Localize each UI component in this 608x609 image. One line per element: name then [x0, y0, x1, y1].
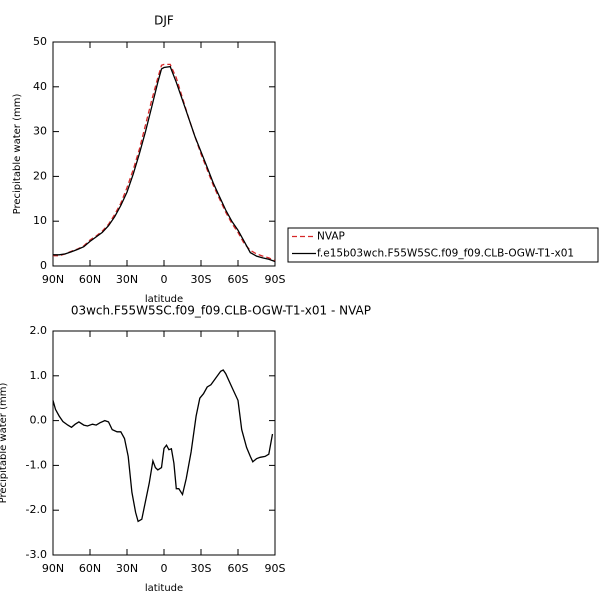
x-tick-label: 90S [265, 562, 286, 575]
y-tick-label: 1.0 [30, 369, 48, 382]
legend-box [287, 227, 599, 263]
x-tick-label: 90N [42, 273, 64, 286]
x-tick-label: 30N [116, 562, 138, 575]
chart-title: DJF [154, 14, 174, 28]
legend-label: f.e15b03wch.F55W5SC.f09_f09.CLB-OGW-T1-x… [317, 248, 574, 260]
data-line [53, 65, 276, 263]
y-tick-label: 0 [40, 259, 47, 272]
x-tick-label: 60N [79, 273, 101, 286]
x-tick-label: 30S [191, 562, 212, 575]
x-tick-label: 60S [228, 273, 249, 286]
y-tick-label: 0.0 [30, 414, 48, 427]
x-axis-label: latitude [145, 583, 183, 594]
y-tick-label: 50 [33, 35, 47, 48]
x-tick-label: 0 [161, 562, 168, 575]
x-axis-label: latitude [145, 294, 183, 305]
plot-frame [52, 330, 276, 556]
y-axis-label: Precipitable water (mm) [0, 383, 9, 504]
y-axis-label: Precipitable water (mm) [12, 94, 23, 215]
y-tick-label: 20 [33, 169, 47, 182]
x-tick-label: 30S [191, 273, 212, 286]
x-tick-label: 60S [228, 562, 249, 575]
y-tick-label: -3.0 [26, 548, 47, 561]
x-tick-label: 0 [161, 273, 168, 286]
x-tick-label: 30N [116, 273, 138, 286]
x-tick-label: 90S [265, 273, 286, 286]
y-tick-label: 40 [33, 80, 47, 93]
y-tick-label: 30 [33, 125, 47, 138]
y-tick-label: 10 [33, 214, 47, 227]
y-tick-label: -2.0 [26, 503, 47, 516]
plot-frame [52, 41, 276, 267]
y-tick-label: -1.0 [26, 458, 47, 471]
legend-label: NVAP [317, 231, 345, 243]
y-tick-label: 2.0 [30, 324, 48, 337]
data-line [52, 369, 274, 523]
data-line [53, 63, 276, 262]
x-tick-label: 60N [79, 562, 101, 575]
chart-title: 03wch.F55W5SC.f09_f09.CLB-OGW-T1-x01 - N… [71, 304, 371, 318]
x-tick-label: 90N [42, 562, 64, 575]
